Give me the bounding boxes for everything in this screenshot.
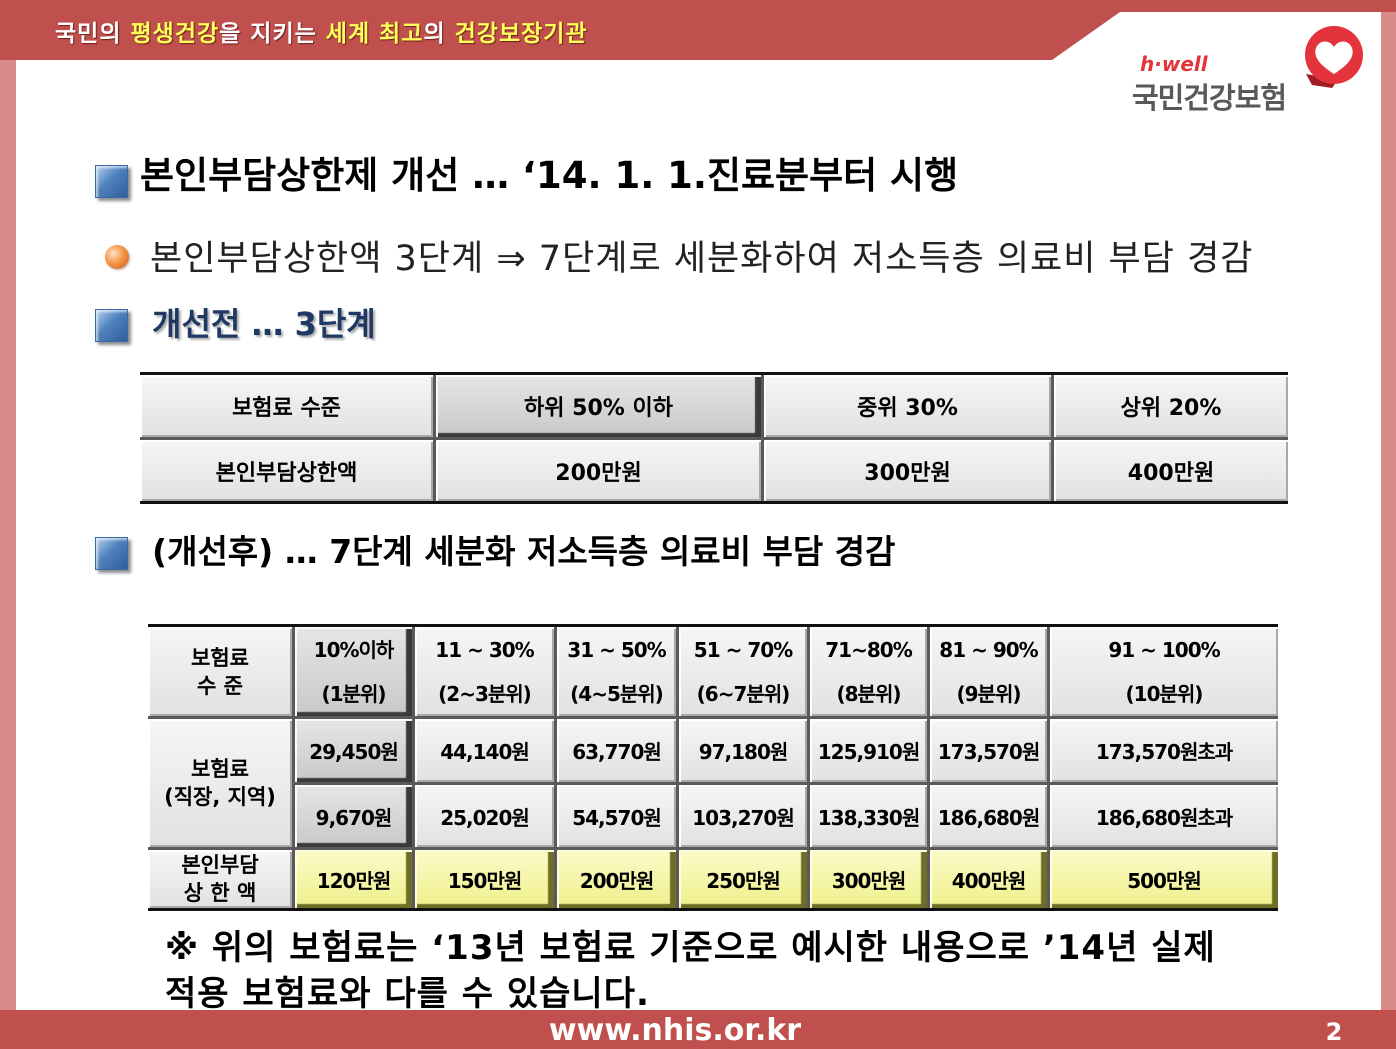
row-label-line: 수 준 — [197, 673, 243, 698]
level-header-6: 81 ~ 90% (9분위) — [930, 627, 1047, 716]
level-range: 51 ~ 70% — [693, 637, 793, 662]
square-bullet-icon — [95, 537, 128, 570]
slogan-text-6: 건강보장기관 — [454, 21, 588, 47]
before-table: 보험료 수준 하위 50% 이하 중위 30% 상위 20% 본인부담상한액 2… — [140, 372, 1288, 504]
level-decile: (6~7분위) — [696, 681, 791, 706]
level-decile: (4~5분위) — [570, 681, 664, 706]
level-range: 71~80% — [825, 637, 912, 662]
level-range: 11 ~ 30% — [435, 637, 534, 662]
level-header-1: 10%이하 (1분위) — [295, 627, 412, 716]
premium-cell-7b: 186,680원초과 — [1050, 785, 1278, 847]
premium-cell-2b: 25,020원 — [415, 785, 554, 847]
premium-cell-6b: 186,680원 — [930, 785, 1047, 847]
after-table: 보험료 수 준 10%이하 (1분위) 11 ~ 30% (2~3분위) 31 … — [148, 624, 1278, 911]
row-label-cap: 본인부담상한액 — [140, 440, 433, 501]
top-banner-slogan: 국민의 평생건강을 지키는 세계 최고의 건강보장기관 — [55, 16, 775, 52]
premium-cell-7a: 173,570원초과 — [1050, 719, 1278, 782]
premium-cell-1a: 29,450원 — [295, 719, 412, 782]
level-decile: (2~3분위) — [438, 681, 532, 706]
right-border — [1381, 12, 1396, 1012]
bottom-banner — [0, 1010, 1396, 1049]
premium-cell-2a: 44,140원 — [415, 719, 554, 782]
row-label-line: (직장, 지역) — [164, 785, 276, 809]
level-header-7: 91 ~ 100% (10분위) — [1050, 627, 1278, 716]
footnote: ※ 위의 보험료는 ‘13년 보험료 기준으로 예시한 내용으로 ’14년 실제… — [165, 925, 1315, 1017]
row-label-line: 본인부담 — [181, 853, 259, 877]
logo-brand: h·well — [1140, 52, 1208, 76]
premium-cell-4a: 97,180원 — [679, 719, 807, 782]
round-bullet-icon — [105, 245, 129, 269]
slogan-text-1: 국민의 — [55, 21, 131, 47]
level-header-5: 71~80% (8분위) — [810, 627, 927, 716]
top-banner — [0, 0, 1396, 60]
premium-cell-5b: 138,330원 — [810, 785, 927, 847]
slogan-text-2: 평생건강 — [130, 21, 220, 47]
row-label-line: 보험료 — [191, 645, 249, 670]
footnote-line-1: ※ 위의 보험료는 ‘13년 보험료 기준으로 예시한 내용으로 ’14년 실제 — [165, 928, 1216, 968]
level-header-4: 51 ~ 70% (6~7분위) — [679, 627, 807, 716]
footer-url: www.nhis.or.kr — [548, 1013, 802, 1048]
level-cell-1: 하위 50% 이하 — [436, 375, 761, 437]
slide-heading: 본인부담상한제 개선 … ‘14. 1. 1.진료분부터 시행 — [140, 154, 959, 197]
premium-cell-3a: 63,770원 — [557, 719, 676, 782]
level-cell-3: 상위 20% — [1054, 375, 1288, 437]
cap-cell-7: 500만원 — [1050, 850, 1278, 908]
premium-cell-5a: 125,910원 — [810, 719, 927, 782]
premium-cell-3b: 54,570원 — [557, 785, 676, 847]
premium-cell-6a: 173,570원 — [930, 719, 1047, 782]
page-number: 2 — [1325, 1018, 1343, 1046]
cap-cell-1: 200만원 — [436, 440, 761, 501]
slogan-text-5: 의 — [423, 21, 455, 47]
square-bullet-icon — [95, 165, 128, 198]
heart-icon-shape — [1315, 41, 1353, 74]
premium-cell-4b: 103,270원 — [679, 785, 807, 847]
row-label-premium-level: 보험료 수준 — [140, 375, 433, 437]
square-bullet-icon — [95, 309, 128, 342]
level-header-3: 31 ~ 50% (4~5분위) — [557, 627, 676, 716]
cap-cell-6: 400만원 — [930, 850, 1047, 908]
cap-cell-3: 400만원 — [1054, 440, 1288, 501]
level-range: 10%이하 — [313, 637, 395, 662]
slogan-text-4: 세계 최고 — [325, 21, 424, 47]
row-label-line: 상 한 액 — [183, 881, 257, 905]
level-range: 31 ~ 50% — [567, 637, 666, 662]
premium-cell-1b: 9,670원 — [295, 785, 412, 847]
cap-cell-1: 120만원 — [295, 850, 412, 908]
cap-cell-2: 300만원 — [764, 440, 1051, 501]
level-decile: (10분위) — [1125, 681, 1204, 706]
after-title: (개선후) … 7단계 세분화 저소득층 의료비 부담 경감 — [152, 532, 896, 571]
footnote-line-2: 적용 보험료와 다를 수 있습니다. — [165, 974, 650, 1014]
row-label-cap: 본인부담 상 한 액 — [148, 850, 292, 908]
heart-icon — [1305, 26, 1363, 88]
level-decile: (9분위) — [956, 681, 1022, 706]
nhis-logo: h·well 국민건강보험 — [1128, 22, 1373, 115]
level-decile: (1분위) — [321, 681, 387, 706]
logo-name: 국민건강보험 — [1132, 81, 1287, 115]
row-label-premium-level: 보험료 수 준 — [148, 627, 292, 716]
level-range: 81 ~ 90% — [939, 637, 1038, 662]
cap-cell-3: 200만원 — [557, 850, 676, 908]
level-header-2: 11 ~ 30% (2~3분위) — [415, 627, 554, 716]
row-label-premium: 보험료 (직장, 지역) — [148, 719, 292, 847]
left-border — [0, 60, 16, 1012]
level-range: 91 ~ 100% — [1108, 637, 1220, 662]
level-cell-2: 중위 30% — [764, 375, 1051, 437]
cap-cell-2: 150만원 — [415, 850, 554, 908]
summary-text: 본인부담상한액 3단계 ⇒ 7단계로 세분화하여 저소득층 의료비 부담 경감 — [150, 239, 1254, 279]
cap-cell-4: 250만원 — [679, 850, 807, 908]
cap-cell-5: 300만원 — [810, 850, 927, 908]
slogan-text-3: 을 지키는 — [219, 21, 326, 47]
before-title: 개선전 … 3단계 — [152, 305, 376, 343]
level-decile: (8분위) — [836, 681, 902, 706]
row-label-line: 보험료 — [191, 757, 249, 781]
